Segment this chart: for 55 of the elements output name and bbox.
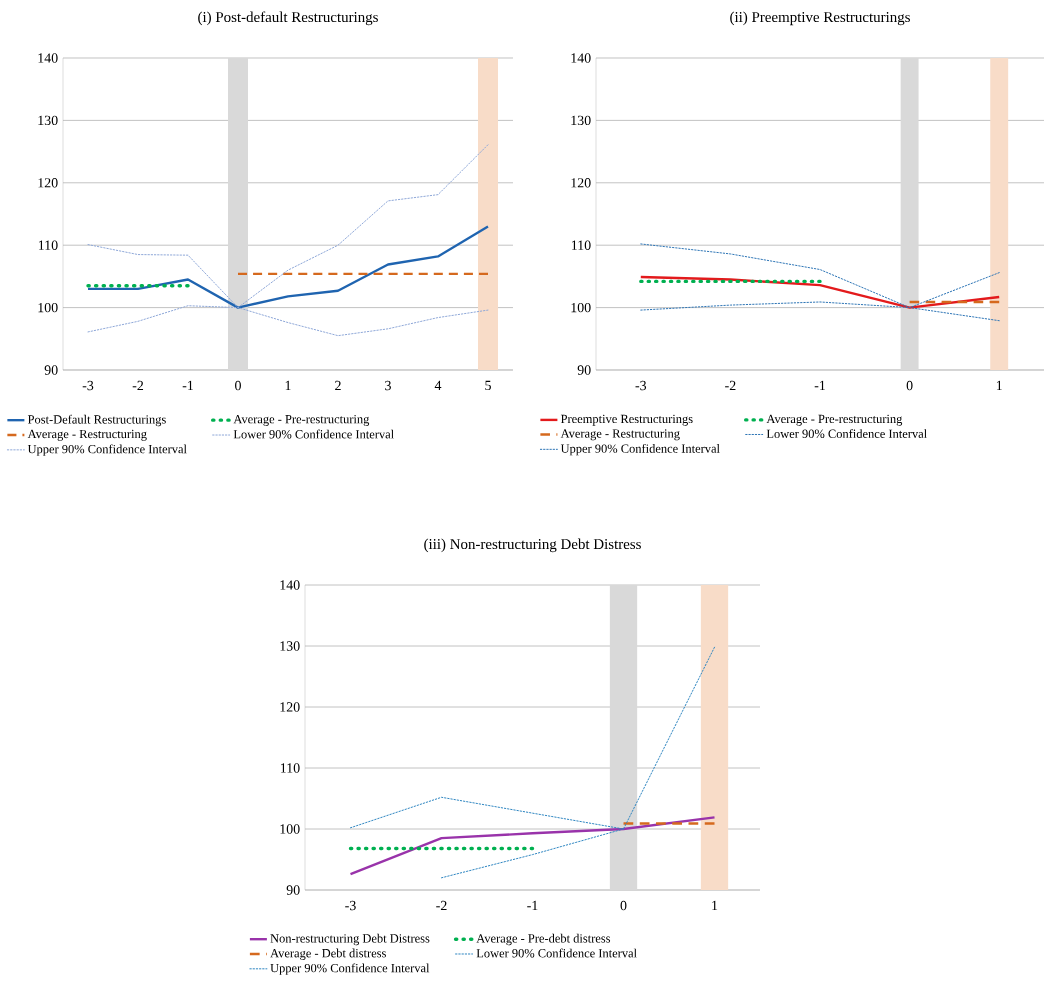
x-tick-label: -3 (82, 380, 94, 391)
x-tick-label: -2 (132, 380, 144, 391)
x-tick-label: -3 (635, 380, 647, 391)
legend-label: Average - Restructuring (27, 429, 147, 441)
y-tick-label: 140 (280, 580, 300, 590)
x-tick-label: -3 (345, 900, 356, 911)
x-tick-label: -2 (436, 900, 447, 911)
x-tick-label: 0 (620, 900, 627, 911)
y-tick-label: 120 (38, 178, 58, 188)
legend-label: Upper 90% Confidence Interval (560, 443, 720, 456)
legend-label: Lower 90% Confidence Interval (476, 948, 637, 958)
legend-label: Lower 90% Confidence Interval (766, 429, 927, 438)
x-tick-label: 5 (485, 380, 491, 391)
y-tick-label: 110 (38, 240, 58, 250)
legend-label: Upper 90% Confidence Interval (27, 444, 187, 456)
y-tick-label: 120 (280, 702, 300, 712)
legend-label: Post-Default Restructurings (27, 414, 166, 427)
y-tick-label: 140 (571, 53, 591, 63)
y-tick-label: 90 (44, 365, 58, 375)
legend-label: Average - Pre-debt distress (476, 933, 611, 946)
chart-title: (iii) Non-restructuring Debt Distress (424, 538, 641, 553)
y-tick-label: 130 (280, 641, 300, 651)
chart-title: (i) Post-default Restructurings (198, 11, 378, 26)
legend-label: Upper 90% Confidence Interval (270, 963, 430, 975)
x-tick-label: -1 (182, 380, 193, 391)
x-tick-label: 4 (434, 380, 442, 391)
legend-label: Average - Debt distress (270, 948, 386, 960)
legend-label: Average - Restructuring (560, 429, 680, 441)
legend-label: Preemptive Restructurings (560, 414, 693, 426)
y-tick-label: 100 (280, 824, 300, 834)
legend-label: Average - Pre-restructuring (766, 414, 903, 426)
chart-title: (ii) Preemptive Restructurings (730, 11, 910, 26)
y-tick-label: 130 (571, 115, 591, 126)
y-tick-label: 100 (38, 302, 58, 313)
y-tick-label: 130 (38, 115, 58, 126)
y-tick-label: 110 (280, 763, 300, 773)
legend-label: Non-restructuring Debt Distress (270, 933, 430, 946)
y-tick-label: 90 (286, 885, 300, 895)
legend-label: Average - Pre-restructuring (233, 415, 370, 426)
x-tick-label: 1 (285, 380, 291, 391)
x-tick-label: 2 (335, 380, 341, 391)
legend-label: Lower 90% Confidence Interval (233, 429, 394, 439)
y-tick-label: 140 (38, 53, 58, 63)
x-tick-label: -1 (527, 900, 538, 911)
y-tick-label: 110 (571, 240, 591, 250)
x-tick-label: 0 (906, 380, 913, 391)
x-tick-label: 1 (712, 900, 718, 911)
x-tick-label: 3 (385, 380, 391, 391)
x-tick-label: -2 (725, 380, 736, 391)
y-tick-label: 100 (571, 302, 591, 313)
y-tick-label: 120 (571, 178, 591, 188)
x-tick-label: 1 (996, 380, 1002, 391)
x-tick-label: 0 (235, 380, 241, 391)
y-tick-label: 90 (577, 365, 591, 375)
x-tick-label: -1 (814, 380, 825, 391)
